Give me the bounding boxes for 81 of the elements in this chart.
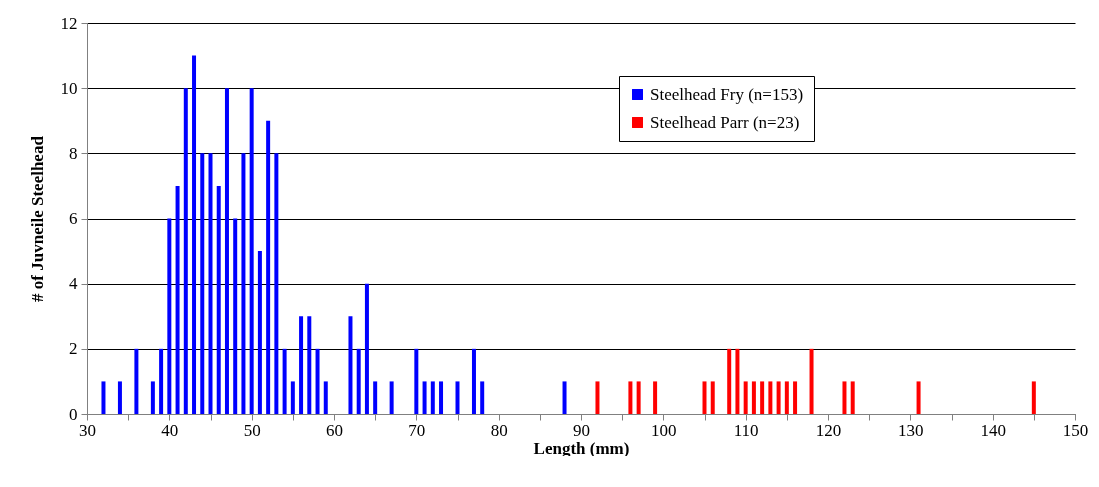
bar: [101, 381, 106, 414]
bar: [167, 218, 172, 414]
bar: [299, 316, 304, 414]
y-tick-label: 2: [69, 339, 78, 359]
x-tick-label: 70: [408, 420, 426, 440]
bar: [422, 381, 427, 414]
bar: [776, 381, 781, 414]
bar: [727, 348, 732, 414]
bar: [562, 381, 567, 414]
bar: [1031, 381, 1036, 414]
bar: [760, 381, 765, 414]
bar: [735, 348, 740, 414]
y-tick-label: 10: [60, 78, 78, 98]
x-tick-label: 100: [651, 420, 677, 440]
bar: [455, 381, 460, 414]
bar: [850, 381, 855, 414]
bar: [628, 381, 633, 414]
bar: [315, 348, 320, 414]
bar: [710, 381, 715, 414]
y-tick-label: 12: [60, 13, 78, 33]
bar: [430, 381, 435, 414]
bar: [916, 381, 921, 414]
y-tick-label: 8: [69, 143, 78, 163]
bar: [150, 381, 155, 414]
bar: [389, 381, 394, 414]
x-tick-label: 80: [490, 420, 508, 440]
bar: [471, 348, 476, 414]
bar: [595, 381, 600, 414]
bar: [364, 283, 369, 414]
bar: [348, 316, 353, 414]
bar: [702, 381, 707, 414]
bar: [373, 381, 378, 414]
bar: [323, 381, 328, 414]
bar: [809, 348, 814, 414]
x-tick-label: 60: [326, 420, 343, 440]
x-tick-label: 110: [733, 420, 759, 440]
bar: [842, 381, 847, 414]
bar: [183, 88, 188, 414]
bar: [282, 348, 287, 414]
x-tick-label: 90: [573, 420, 590, 440]
bar: [743, 381, 748, 414]
x-tick-label: 50: [243, 420, 261, 440]
bar: [274, 153, 279, 414]
bar: [290, 381, 295, 414]
bar: [200, 153, 205, 414]
bar: [480, 381, 485, 414]
bar: [241, 153, 246, 414]
y-axis-title: # of Juvneile Steelhead: [27, 135, 47, 302]
y-tick-label: 6: [69, 209, 78, 228]
bar: [793, 381, 798, 414]
bar: [266, 120, 271, 414]
bar: [175, 185, 180, 414]
bar: [216, 185, 221, 414]
bar: [768, 381, 773, 414]
bar: [636, 381, 641, 414]
bar: [233, 218, 238, 414]
x-tick-label: 120: [815, 420, 842, 440]
bar: [653, 381, 658, 414]
bar: [751, 381, 756, 414]
bar: [307, 316, 312, 414]
y-tick-label: 4: [69, 274, 78, 294]
bar: [192, 55, 197, 414]
legend-label: Steelhead Parr (n=23): [650, 112, 800, 132]
y-tick-label: 0: [69, 404, 78, 424]
x-tick-label: 40: [161, 420, 179, 440]
legend-label: Steelhead Fry (n=153): [650, 84, 804, 104]
bar: [208, 153, 213, 414]
x-tick-label: 130: [898, 420, 924, 440]
bar: [414, 348, 419, 414]
bar: [159, 348, 164, 414]
bar: [224, 88, 229, 414]
x-tick-label: 150: [1062, 420, 1089, 440]
x-tick-label: 30: [79, 420, 96, 440]
bar: [356, 348, 361, 414]
x-tick-label: 140: [980, 420, 1006, 440]
bar: [134, 348, 139, 414]
bar: [439, 381, 444, 414]
bar: [784, 381, 789, 414]
bar: [257, 251, 262, 414]
bar: [249, 88, 254, 414]
bar: [117, 381, 122, 414]
